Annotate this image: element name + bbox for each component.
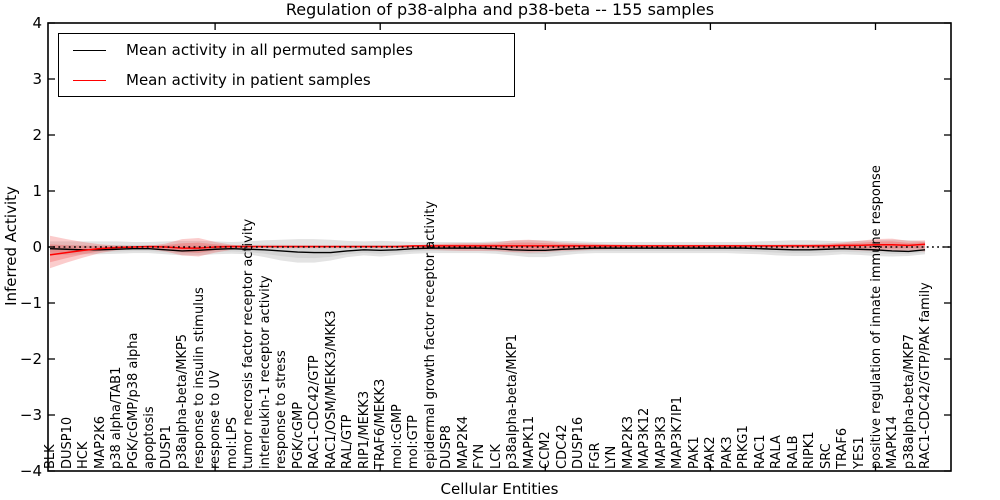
- legend-line-swatch-red: [73, 79, 106, 81]
- x-tick-label: DUSP16: [571, 416, 587, 469]
- y-tick-label: 3: [32, 70, 42, 88]
- permuted-band-outer: [50, 239, 926, 263]
- y-tick-label: −3: [19, 406, 42, 424]
- x-tick-label: TRAF6: [835, 427, 851, 469]
- x-tick-label: RAL/GTP: [340, 414, 356, 469]
- x-axis-title: Cellular Entities: [440, 480, 559, 498]
- x-tick-label: PRKG1: [736, 425, 752, 469]
- x-tick-label: CDC42: [554, 424, 570, 469]
- x-tick-label: HCK: [76, 441, 92, 469]
- x-tick-label: response to stress: [274, 350, 290, 469]
- x-tick-label: PAK2: [703, 436, 719, 469]
- x-tick-label: LYN: [604, 445, 620, 469]
- x-tick-label: MAP3K7IP1: [670, 396, 686, 469]
- x-tick-label: p38alpha-beta/MKP5: [175, 333, 191, 469]
- x-tick-label: positive regulation of innate immune res…: [868, 165, 884, 469]
- legend-label: Mean activity in all permuted samples: [126, 41, 413, 59]
- legend-item-permuted: Mean activity in all permuted samples: [59, 36, 514, 64]
- x-tick-label: PAK1: [686, 436, 702, 469]
- x-tick-label: MAP3K3: [653, 415, 669, 469]
- x-tick-label: PGK/cGMP: [290, 401, 306, 469]
- x-tick-label: MAPK11: [521, 415, 537, 469]
- legend-label: Mean activity in patient samples: [126, 71, 371, 89]
- legend-line-swatch-black: [73, 49, 106, 51]
- x-tick-label: PAK3: [719, 436, 735, 469]
- x-tick-label: apoptosis: [142, 406, 158, 469]
- x-tick-label: FGR: [587, 442, 603, 469]
- x-tick-label: RAC1-CDC42/GTP: [307, 355, 323, 469]
- x-tick-label: YES1: [851, 436, 867, 469]
- x-tick-label: DUSP1: [158, 425, 174, 469]
- x-tick-label: MAP3K12: [637, 407, 653, 469]
- x-tick-label: response to UV: [208, 370, 224, 469]
- x-tick-label: MAP2K6: [92, 415, 108, 469]
- x-tick-label: MAP2K4: [455, 415, 471, 469]
- x-tick-label: interleukin-1 receptor activity: [257, 275, 273, 469]
- y-tick-label: 4: [32, 14, 42, 32]
- x-tick-label: p38alpha-beta/MKP7: [901, 333, 917, 469]
- patient-mean-line: [49, 243, 926, 256]
- x-tick-label: RIP1/MEKK3: [356, 390, 372, 469]
- y-tick-label: −2: [19, 350, 42, 368]
- x-tick-label: FYN: [472, 443, 488, 469]
- x-tick-label: RIPK1: [802, 431, 818, 469]
- x-tick-label: tumor necrosis factor receptor activity: [241, 218, 257, 469]
- x-tick-label: RAC1/OSM/MEKK3/MKK3: [323, 310, 339, 469]
- x-tick-label: RALA: [769, 435, 785, 469]
- x-tick-label: TRAF6/MEKK3: [373, 378, 389, 469]
- y-tick-label: 2: [32, 126, 42, 144]
- x-tick-label: BLK: [43, 444, 58, 469]
- x-tick-label: LCK: [488, 444, 504, 469]
- x-tick-label: MAP2K3: [620, 415, 636, 469]
- x-tick-label: p38alpha-beta/MKP1: [505, 333, 521, 469]
- x-tick-label: MAPK14: [885, 415, 900, 469]
- x-tick-label: mol:GTP: [406, 415, 422, 469]
- x-tick-label: epidermal growth factor receptor activit…: [422, 200, 438, 469]
- y-tick-label: −4: [19, 462, 42, 480]
- y-tick-label: 0: [32, 238, 42, 256]
- x-tick-label: PGK/cGMP/p38 alpha: [125, 332, 141, 469]
- legend-item-patient: Mean activity in patient samples: [59, 66, 514, 94]
- y-tick-label: 1: [32, 182, 42, 200]
- x-tick-label: DUSP10: [59, 416, 75, 469]
- y-tick-label: −1: [19, 294, 42, 312]
- chart-title: Regulation of p38-alpha and p38-beta -- …: [285, 0, 715, 19]
- x-tick-label: response to insulin stimulus: [191, 287, 207, 469]
- x-tick-label: p38 alpha/TAB1: [109, 366, 125, 469]
- x-tick-label: RALB: [785, 435, 801, 469]
- x-tick-label: CCM2: [538, 431, 554, 469]
- legend: Mean activity in all permuted samples Me…: [58, 33, 515, 97]
- x-tick-label: RAC1: [752, 434, 768, 469]
- permuted-mean-line: [49, 247, 926, 254]
- x-tick-label: RAC1-CDC42/GTP/PAK family: [918, 282, 934, 469]
- x-tick-label: DUSP8: [439, 425, 455, 469]
- x-tick-label: SRC: [818, 443, 834, 469]
- x-tick-label: mol:cGMP: [389, 404, 405, 469]
- x-tick-label: mol:LPS: [224, 417, 240, 469]
